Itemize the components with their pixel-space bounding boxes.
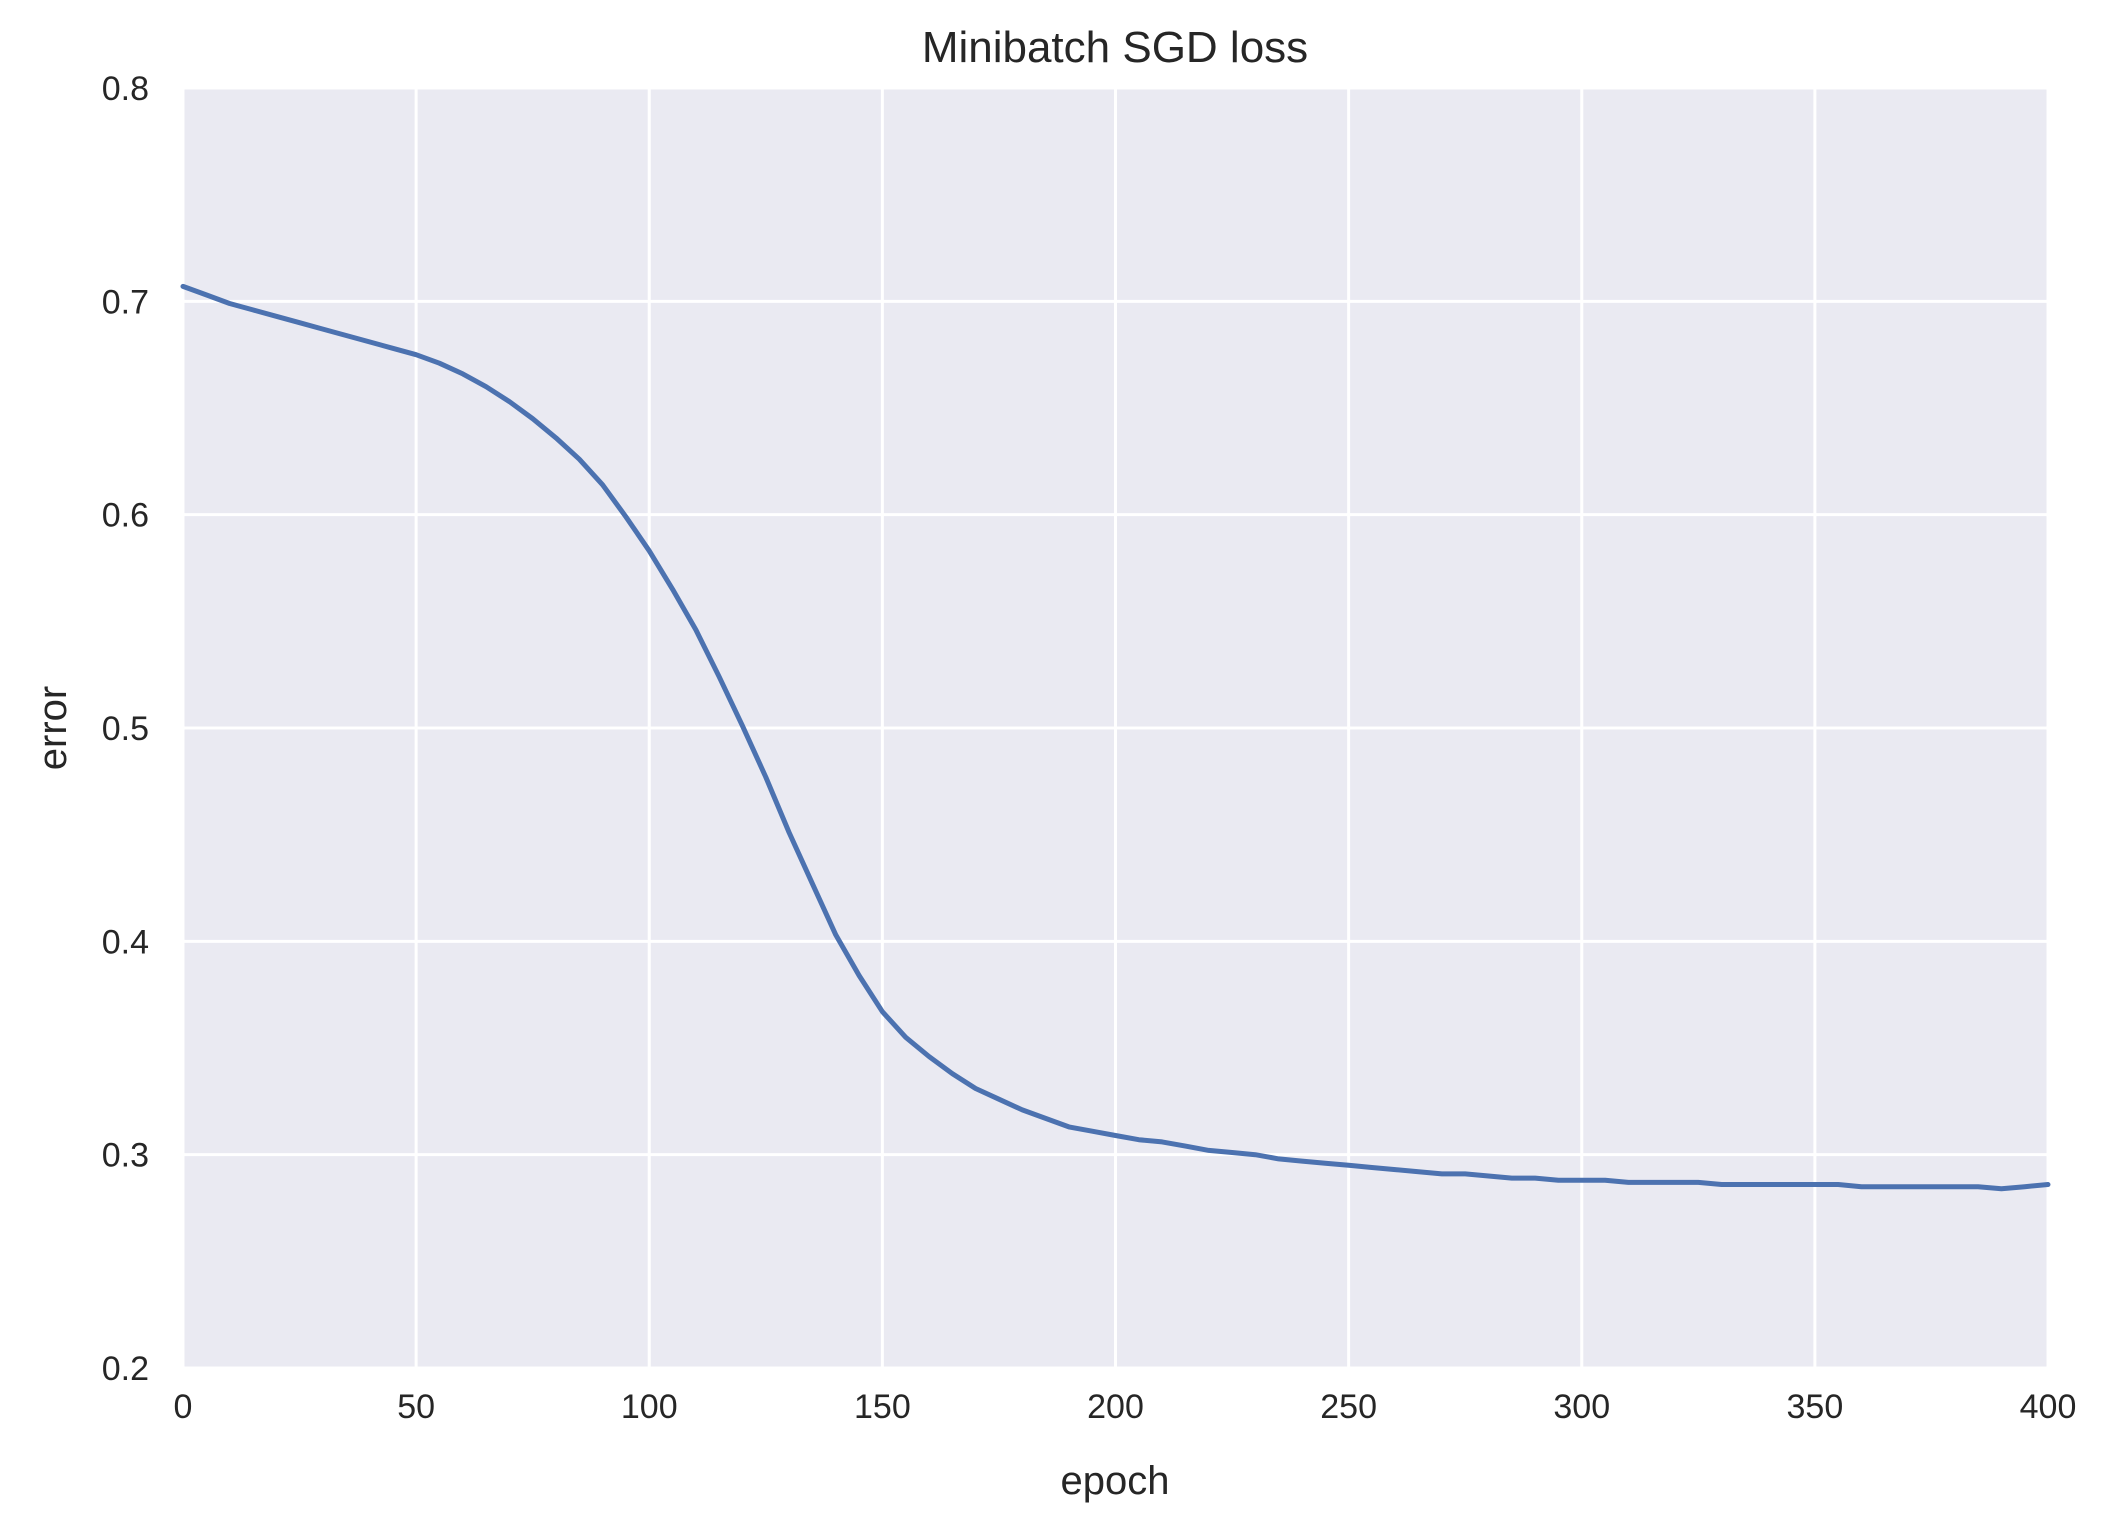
x-tick-label: 200 — [1087, 1388, 1144, 1426]
grid-lines — [181, 86, 2050, 1370]
loss-series-line — [180, 283, 2051, 1192]
x-tick-label: 400 — [2020, 1388, 2077, 1426]
x-tick-label: 250 — [1320, 1388, 1377, 1426]
chart-title: Minibatch SGD loss — [922, 23, 1308, 72]
y-tick-label: 0.3 — [102, 1137, 149, 1175]
x-tick-label: 100 — [621, 1388, 678, 1426]
tick-labels: 0 50 100 150 200 250 300 350 400 0.2 0.3 0.4 0.5 0.6 0… — [102, 70, 2077, 1426]
y-axis-label: error — [31, 686, 75, 770]
x-tick-label: 300 — [1553, 1388, 1610, 1426]
y-tick-label: 0.2 — [102, 1350, 149, 1388]
y-tick-label: 0.8 — [102, 70, 149, 108]
y-tick-label: 0.5 — [102, 710, 149, 748]
x-tick-label: 0 — [174, 1388, 193, 1426]
x-tick-label: 150 — [854, 1388, 911, 1426]
y-tick-label: 0.7 — [102, 283, 149, 321]
x-tick-label: 50 — [397, 1388, 435, 1426]
x-tick-label: 350 — [1787, 1388, 1844, 1426]
x-axis-label: epoch — [1061, 1459, 1170, 1503]
y-tick-label: 0.6 — [102, 497, 149, 535]
y-tick-label: 0.4 — [102, 923, 149, 961]
